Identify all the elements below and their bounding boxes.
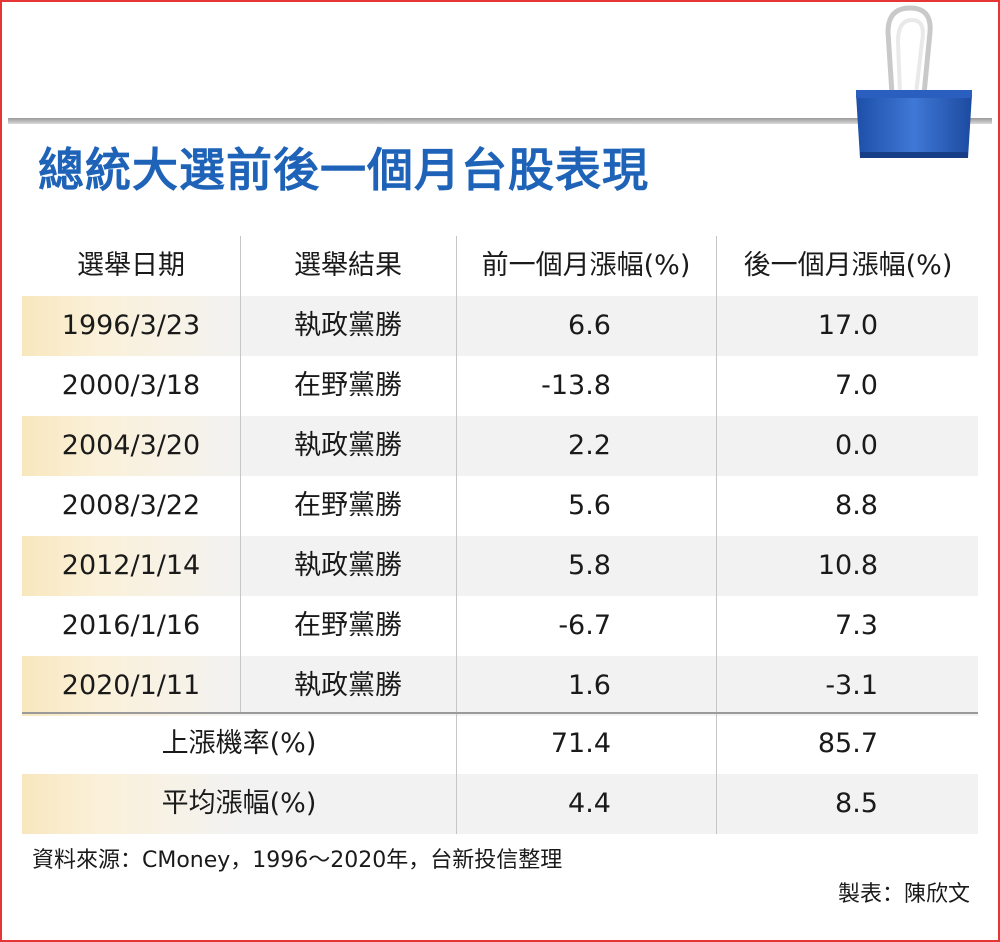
header-pre: 前一個月漲幅(%) xyxy=(481,250,691,281)
cell-pre: 6.6 xyxy=(568,310,611,341)
credit-note: 製表：陳欣文 xyxy=(837,882,970,907)
source-note: 資料來源：CMoney，1996～2020年，台新投信整理 xyxy=(32,848,563,873)
header-result: 選舉結果 xyxy=(294,250,402,281)
cell-result: 在野黨勝 xyxy=(294,370,402,401)
cell-pre: 1.6 xyxy=(568,670,611,701)
cell-post: 17.0 xyxy=(817,310,878,341)
table-row: 2000/3/18 在野黨勝 -13.8 7.0 xyxy=(22,356,978,416)
header-post: 後一個月漲幅(%) xyxy=(743,250,953,281)
cell-date: 2004/3/20 xyxy=(61,430,201,461)
table-row: 2008/3/22 在野黨勝 5.6 8.8 xyxy=(22,476,978,536)
column-divider xyxy=(240,236,241,712)
summary-pre: 71.4 xyxy=(550,728,611,759)
column-divider xyxy=(716,236,717,834)
cell-post: 7.3 xyxy=(835,610,878,641)
table-row: 2012/1/14 執政黨勝 5.8 10.8 xyxy=(22,536,978,596)
summary-label: 平均漲幅(%) xyxy=(161,788,317,819)
table-row: 1996/3/23 執政黨勝 6.6 17.0 xyxy=(22,296,978,356)
row-band xyxy=(22,296,978,356)
cell-post: 10.8 xyxy=(817,550,878,581)
row-band xyxy=(22,536,978,596)
cell-date: 2020/1/11 xyxy=(61,670,201,701)
cell-pre: -13.8 xyxy=(541,370,611,401)
summary-separator xyxy=(22,712,978,714)
row-band xyxy=(22,774,978,834)
summary-post: 8.5 xyxy=(835,788,878,819)
table-row: 2004/3/20 執政黨勝 2.2 0.0 xyxy=(22,416,978,476)
cell-result: 在野黨勝 xyxy=(294,490,402,521)
cell-pre: 5.8 xyxy=(568,550,611,581)
cell-post: 7.0 xyxy=(835,370,878,401)
cell-date: 2008/3/22 xyxy=(61,490,201,521)
cell-date: 1996/3/23 xyxy=(61,310,201,341)
cell-result: 執政黨勝 xyxy=(294,670,402,701)
cell-date: 2016/1/16 xyxy=(61,610,201,641)
cell-date: 2012/1/14 xyxy=(61,550,201,581)
cell-pre: 5.6 xyxy=(568,490,611,521)
table-row: 2016/1/16 在野黨勝 -6.7 7.3 xyxy=(22,596,978,656)
table-row: 2020/1/11 執政黨勝 1.6 -3.1 xyxy=(22,656,978,716)
header-date: 選舉日期 xyxy=(77,250,185,281)
summary-row: 平均漲幅(%) 4.4 8.5 xyxy=(22,774,978,834)
top-divider xyxy=(8,118,992,124)
summary-label: 上漲機率(%) xyxy=(161,728,317,759)
cell-result: 執政黨勝 xyxy=(294,550,402,581)
cell-post: 8.8 xyxy=(835,490,878,521)
data-table: 選舉日期 選舉結果 前一個月漲幅(%) 後一個月漲幅(%) 1996/3/23 … xyxy=(22,236,978,834)
table-header: 選舉日期 選舉結果 前一個月漲幅(%) 後一個月漲幅(%) xyxy=(22,236,978,296)
cell-pre: -6.7 xyxy=(558,610,611,641)
summary-post: 85.7 xyxy=(817,728,878,759)
cell-post: 0.0 xyxy=(835,430,878,461)
column-divider xyxy=(456,236,457,834)
cell-date: 2000/3/18 xyxy=(61,370,201,401)
cell-result: 執政黨勝 xyxy=(294,310,402,341)
row-band xyxy=(22,656,978,716)
cell-post: -3.1 xyxy=(825,670,878,701)
cell-result: 執政黨勝 xyxy=(294,430,402,461)
chart-title: 總統大選前後一個月台股表現 xyxy=(38,143,649,197)
binder-clip-icon xyxy=(856,5,972,158)
row-band xyxy=(22,416,978,476)
summary-row: 上漲機率(%) 71.4 85.7 xyxy=(22,714,978,774)
cell-pre: 2.2 xyxy=(568,430,611,461)
cell-result: 在野黨勝 xyxy=(294,610,402,641)
summary-pre: 4.4 xyxy=(568,788,611,819)
